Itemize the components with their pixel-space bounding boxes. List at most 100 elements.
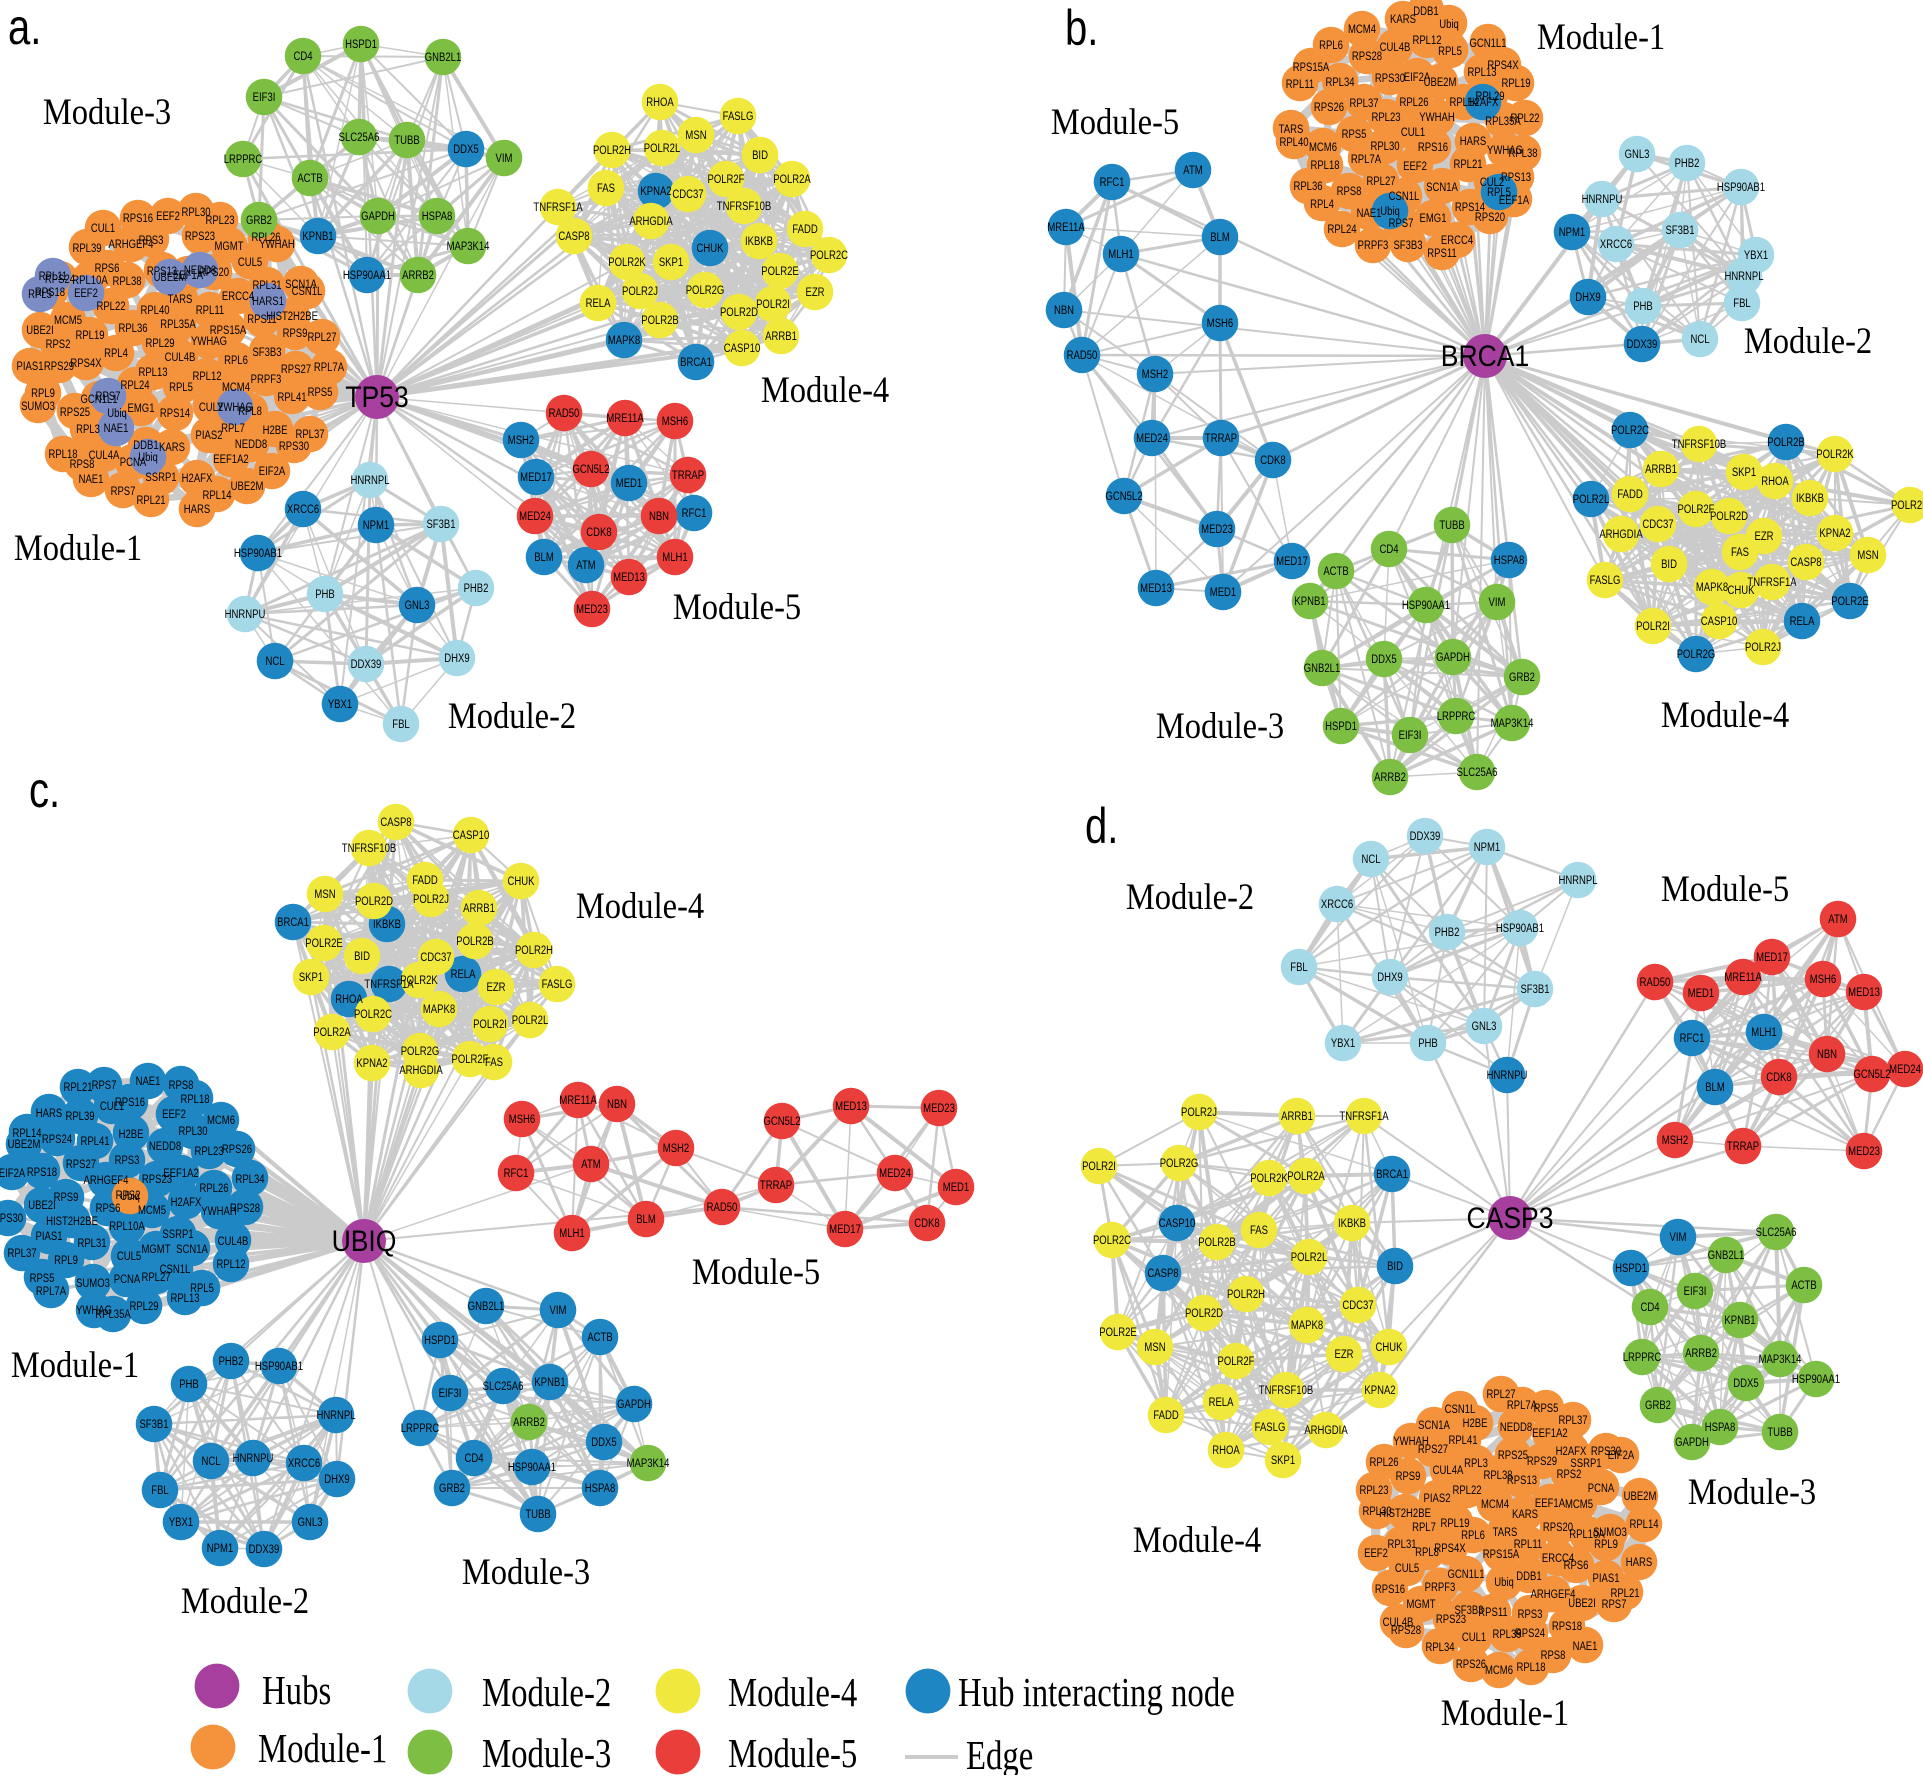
svg-text:EIF2A: EIF2A — [1404, 71, 1431, 84]
svg-text:Module-3: Module-3 — [1156, 705, 1284, 746]
svg-text:SLC25A6: SLC25A6 — [1457, 766, 1498, 779]
svg-text:TRRAP: TRRAP — [1727, 1140, 1759, 1153]
svg-text:Module-1: Module-1 — [1441, 1692, 1569, 1733]
svg-text:RPL24: RPL24 — [120, 379, 149, 392]
svg-text:DDX39: DDX39 — [249, 1543, 280, 1556]
svg-text:MED23: MED23 — [1201, 523, 1233, 536]
svg-text:MLH1: MLH1 — [1108, 248, 1133, 261]
svg-text:HNRNPU: HNRNPU — [233, 1452, 274, 1465]
svg-text:POLR2D: POLR2D — [720, 306, 758, 319]
svg-text:KPNA2: KPNA2 — [640, 185, 671, 198]
svg-text:Ubiq: Ubiq — [1380, 205, 1400, 218]
svg-text:POLR2E: POLR2E — [305, 937, 343, 950]
svg-text:MED13: MED13 — [1848, 986, 1880, 999]
svg-text:BLM: BLM — [1705, 1081, 1725, 1094]
svg-text:RPL29: RPL29 — [145, 337, 174, 350]
svg-text:EIF2A: EIF2A — [259, 465, 286, 478]
svg-text:RPL36: RPL36 — [1293, 180, 1322, 193]
svg-text:YBX1: YBX1 — [1744, 249, 1768, 262]
svg-text:RPL7A: RPL7A — [314, 361, 345, 374]
svg-text:SSRP1: SSRP1 — [145, 471, 176, 484]
svg-text:EIF3I: EIF3I — [1399, 729, 1422, 742]
svg-text:RPL39: RPL39 — [1492, 1628, 1521, 1641]
svg-text:TNFRSF1A: TNFRSF1A — [1339, 1110, 1389, 1123]
svg-text:NPM1: NPM1 — [1559, 226, 1585, 239]
svg-text:ERCC4: ERCC4 — [222, 290, 254, 303]
svg-text:MED17: MED17 — [1276, 555, 1308, 568]
svg-text:RPL5: RPL5 — [1438, 45, 1462, 58]
svg-text:RPS4X: RPS4X — [1487, 59, 1519, 72]
svg-text:MAPK8: MAPK8 — [423, 1003, 455, 1016]
svg-text:NAE1: NAE1 — [1357, 207, 1382, 220]
svg-text:NBN: NBN — [1817, 1048, 1837, 1061]
svg-text:POLR2I: POLR2I — [1636, 620, 1670, 633]
svg-text:PRPF3: PRPF3 — [1425, 1581, 1456, 1594]
svg-text:ARHGDIA: ARHGDIA — [399, 1064, 443, 1077]
svg-text:NPM1: NPM1 — [363, 519, 389, 532]
svg-text:SF3B1: SF3B1 — [1520, 983, 1549, 996]
svg-text:RPL11: RPL11 — [1286, 78, 1314, 91]
svg-text:RPL41: RPL41 — [80, 1135, 109, 1148]
svg-text:MED24: MED24 — [1889, 1063, 1921, 1076]
svg-text:RPS28: RPS28 — [1352, 50, 1382, 63]
svg-text:RPL34: RPL34 — [1425, 1641, 1454, 1654]
svg-text:NPM1: NPM1 — [207, 1542, 233, 1555]
svg-text:POLR2C: POLR2C — [354, 1008, 392, 1021]
svg-text:PHB: PHB — [315, 588, 335, 601]
svg-text:EEF2: EEF2 — [1364, 1547, 1388, 1560]
svg-text:RHOA: RHOA — [1761, 475, 1789, 488]
svg-text:RPS30: RPS30 — [279, 440, 309, 453]
svg-text:RPS6: RPS6 — [95, 262, 120, 275]
svg-text:CDK8: CDK8 — [586, 526, 611, 539]
svg-text:MCM4: MCM4 — [222, 381, 250, 394]
svg-text:HNRNPL: HNRNPL — [350, 474, 389, 487]
svg-text:CD4: CD4 — [293, 50, 312, 63]
svg-text:POLR2A: POLR2A — [313, 1026, 351, 1039]
svg-text:RELA: RELA — [451, 968, 476, 981]
svg-text:GRB2: GRB2 — [246, 214, 272, 227]
svg-text:RPS18: RPS18 — [35, 286, 65, 299]
svg-text:TRRAP: TRRAP — [672, 469, 704, 482]
svg-text:TUBB: TUBB — [394, 134, 419, 147]
svg-text:MED17: MED17 — [829, 1223, 861, 1236]
svg-text:RPS4X: RPS4X — [1434, 1542, 1466, 1555]
svg-text:FAS: FAS — [597, 182, 615, 195]
svg-text:Module-5: Module-5 — [692, 1251, 820, 1292]
svg-text:ATM: ATM — [1183, 164, 1202, 177]
svg-text:POLR2F: POLR2F — [1217, 1355, 1254, 1368]
svg-text:FADD: FADD — [1153, 1409, 1178, 1422]
svg-text:SKP1: SKP1 — [299, 971, 323, 984]
svg-text:CASP8: CASP8 — [380, 816, 411, 829]
svg-text:TARS: TARS — [1279, 123, 1304, 136]
svg-text:BID: BID — [1387, 1260, 1403, 1273]
svg-text:RPL10A: RPL10A — [1569, 1528, 1605, 1541]
svg-text:HARS: HARS — [1626, 1556, 1652, 1569]
svg-text:YWHAH: YWHAH — [201, 1205, 236, 1218]
svg-text:RPL13: RPL13 — [1467, 66, 1496, 79]
svg-text:CDK8: CDK8 — [914, 1217, 939, 1230]
svg-text:RPS9: RPS9 — [283, 327, 308, 340]
svg-text:ACTB: ACTB — [297, 172, 322, 185]
svg-text:YBX1: YBX1 — [328, 698, 352, 711]
svg-text:FASLG: FASLG — [1255, 1421, 1286, 1434]
svg-text:YWHAG: YWHAG — [1487, 144, 1523, 157]
svg-text:POLR2J: POLR2J — [622, 285, 658, 298]
svg-text:HSPD1: HSPD1 — [1325, 720, 1357, 733]
svg-text:RPL24: RPL24 — [1327, 223, 1356, 236]
svg-text:GAPDH: GAPDH — [1675, 1436, 1709, 1449]
svg-text:POLR2L: POLR2L — [1573, 493, 1609, 506]
svg-text:MSH2: MSH2 — [508, 434, 534, 447]
svg-text:RAD50: RAD50 — [1640, 976, 1671, 989]
svg-text:FASLG: FASLG — [542, 978, 573, 991]
svg-text:RPS13: RPS13 — [1507, 1474, 1537, 1487]
svg-text:Ubiq: Ubiq — [138, 451, 158, 464]
svg-text:RPS30: RPS30 — [1375, 72, 1405, 85]
svg-text:RPL18: RPL18 — [1516, 1661, 1545, 1674]
svg-text:H2AFX: H2AFX — [182, 472, 213, 485]
svg-text:HSPA8: HSPA8 — [1494, 554, 1524, 567]
svg-text:RPL31: RPL31 — [77, 1237, 106, 1250]
svg-text:CASP3: CASP3 — [1466, 1202, 1553, 1235]
svg-text:FAS: FAS — [485, 1056, 503, 1069]
svg-text:XRCC6: XRCC6 — [1321, 898, 1353, 911]
svg-text:Module-2: Module-2 — [482, 1671, 611, 1716]
